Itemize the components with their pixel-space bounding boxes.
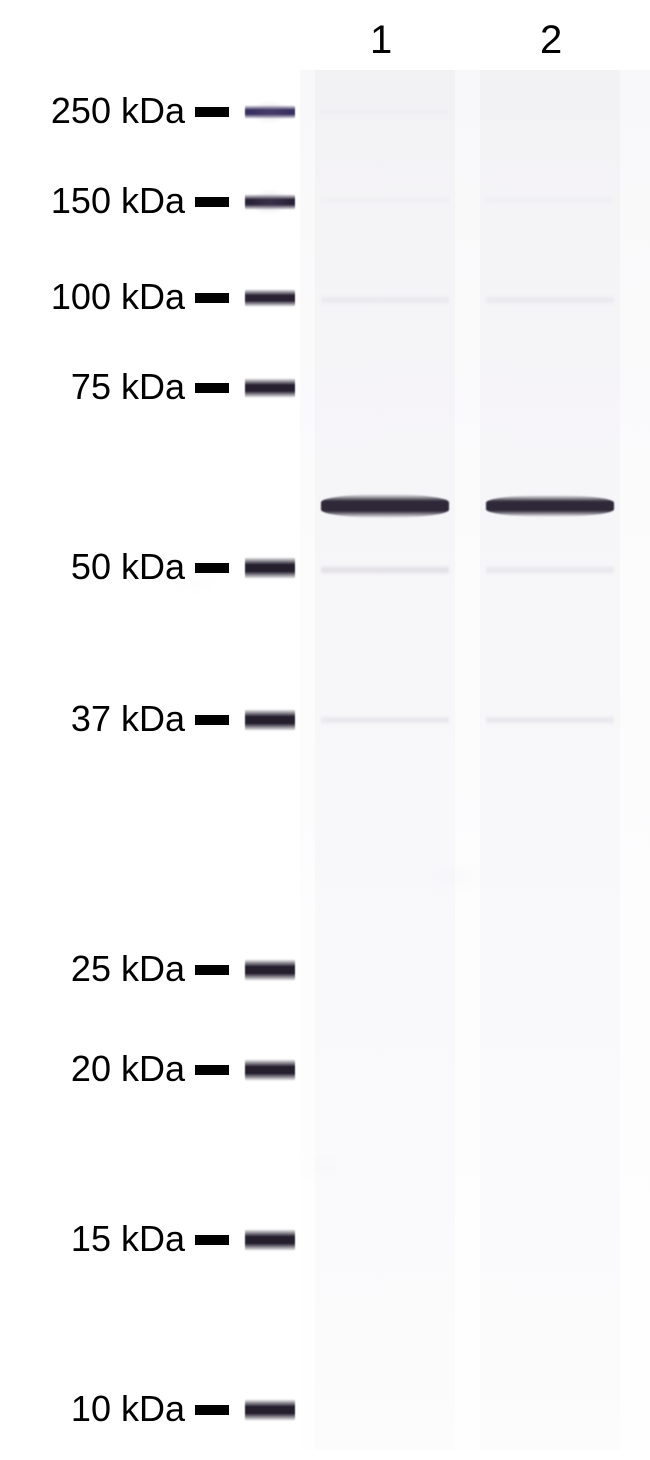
ladder-band-75kDa [245,378,295,398]
mw-label-250kDa: 250 kDa [51,90,185,132]
mw-dash [195,715,229,725]
lane-2-band [486,565,614,575]
mw-dash [195,293,229,303]
mw-label-20kDa: 20 kDa [71,1048,185,1090]
mw-label-100kDa: 100 kDa [51,276,185,318]
mw-ladder-lane [245,0,295,1460]
ladder-band-37kDa [245,709,295,731]
lane-2-band [486,295,614,305]
ladder-band-100kDa [245,289,295,307]
ladder-band-10kDa [245,1399,295,1421]
ladder-band-25kDa [245,959,295,981]
mw-dash [195,1405,229,1415]
mw-label-37kDa: 37 kDa [71,698,185,740]
blot-figure: 1 2 250 kDa 150 kDa 100 kDa 75 kDa 50 kDa 37 … [0,0,650,1460]
ladder-band-15kDa [245,1229,295,1251]
mw-dash [195,563,229,573]
mw-dash [195,107,229,117]
mw-dash [195,1235,229,1245]
lane-2-band [486,715,614,725]
mw-dash [195,197,229,207]
mw-dash [195,965,229,975]
lane-header-1: 1 [370,18,392,63]
lane-2-background [480,70,620,1450]
ladder-band-halo [242,95,298,129]
mw-label-150kDa: 150 kDa [51,180,185,222]
lane-1-band [321,565,449,575]
lane-1-band [321,196,449,204]
lane-2-band [486,196,614,204]
lane-1-background [315,70,455,1450]
mw-label-15kDa: 15 kDa [71,1218,185,1260]
ladder-band-halo [242,183,298,221]
lane-1-band [321,295,449,305]
mw-dash [195,1065,229,1075]
ladder-band-50kDa [245,557,295,579]
mw-label-75kDa: 75 kDa [71,366,185,408]
lane-1-band [321,494,449,518]
lane-header-2: 2 [540,18,562,63]
ladder-band-20kDa [245,1059,295,1081]
mw-label-10kDa: 10 kDa [71,1388,185,1430]
lane-1-band [321,715,449,725]
mw-label-25kDa: 25 kDa [71,948,185,990]
lane-1-band [321,108,449,116]
lane-2-band [486,495,614,517]
mw-label-50kDa: 50 kDa [71,546,185,588]
mw-dash [195,383,229,393]
